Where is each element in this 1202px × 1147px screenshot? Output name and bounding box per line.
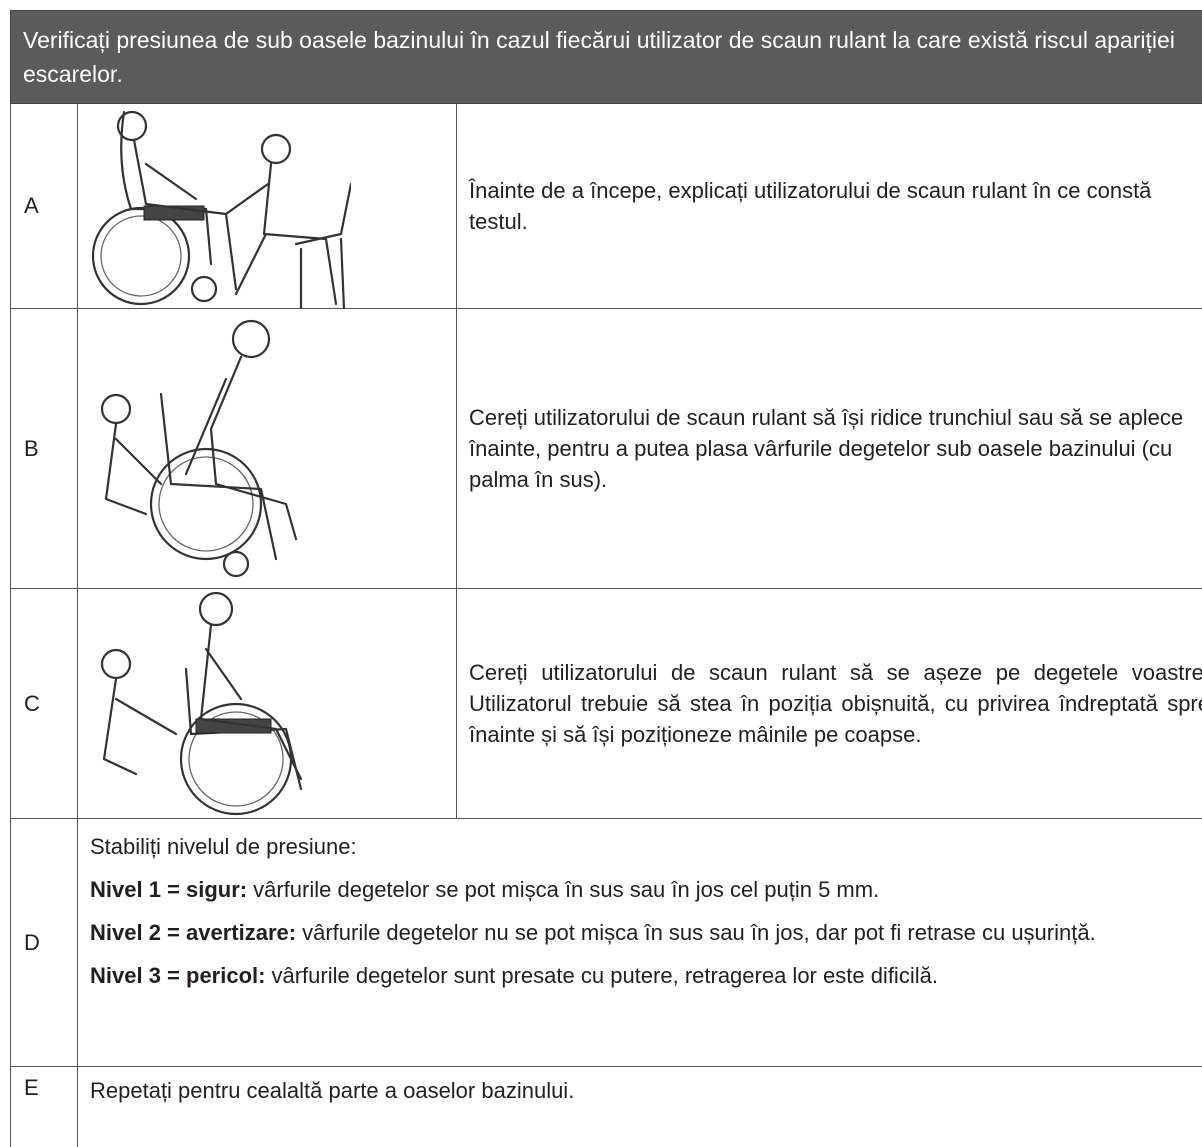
level: Nivel 3 = pericol: vârfurile degetelor su…: [90, 960, 1202, 991]
illustration: [78, 104, 457, 309]
step-text-cell: Cereți utilizatorului de scaun rulant să…: [457, 589, 1202, 818]
step-label: D: [11, 819, 78, 1066]
step-row: A Înainte de a începe, explicați utiliza…: [10, 104, 1202, 309]
pressure-levels: Stabiliți nivelul de presiune: Nivel 1 =…: [78, 819, 1202, 1066]
levels-intro: Stabiliți nivelul de presiune:: [90, 834, 357, 859]
step-text: Cereți utilizatorului de scaun rulant să…: [469, 405, 1184, 492]
illustration-sketch: [100, 591, 303, 816]
step-row: D Stabiliți nivelul de presiune: Nivel 1…: [10, 819, 1202, 1067]
illustration-sketch: [100, 319, 298, 578]
step-text-cell: Înainte de a începe, explicați utilizato…: [457, 104, 1202, 308]
level-term: Nivel 1 = sigur:: [90, 877, 248, 902]
level-text: vârfurile degetelor se pot mișca în sus …: [253, 877, 880, 902]
level: Nivel 1 = sigur: vârfurile degetelor se p…: [90, 874, 1202, 905]
step-label: B: [11, 309, 78, 588]
step-text: Cereți utilizatorului de scaun rulant să…: [469, 660, 1202, 747]
step-text-cell: Cereți utilizatorului de scaun rulant să…: [457, 309, 1202, 588]
illustration: [78, 309, 457, 588]
level: Nivel 2 = avertizare: vârfurile degetelor…: [90, 917, 1202, 948]
step-label: C: [11, 589, 78, 818]
step-row: B Cereți utilizatorului de scaun rulant …: [10, 309, 1202, 589]
illustration: [78, 589, 457, 818]
level-term: Nivel 2 = avertizare:: [90, 920, 297, 945]
step-row: E Repetați pentru cealaltă parte a oasel…: [10, 1067, 1202, 1147]
step-label: E: [11, 1067, 78, 1147]
step-label: A: [11, 104, 78, 308]
level-term: Nivel 3 = pericol:: [90, 963, 266, 988]
instruction-table: Verificați presiunea de sub oasele bazin…: [10, 10, 1202, 1147]
level-text: vârfurile degetelor sunt presate cu pute…: [271, 963, 938, 988]
level-text: vârfurile degetelor nu se pot mișca în s…: [302, 920, 1096, 945]
illustration-sketch: [91, 110, 351, 309]
step-text: Înainte de a începe, explicați utilizato…: [469, 178, 1152, 234]
step-row: C Cereți utilizatorului de scaun rulant …: [10, 589, 1202, 819]
step-text: Repetați pentru cealaltă parte a oaselor…: [90, 1078, 575, 1103]
table-header: Verificați presiunea de sub oasele bazin…: [10, 10, 1202, 104]
step-text-cell: Repetați pentru cealaltă parte a oaselor…: [78, 1067, 1202, 1147]
